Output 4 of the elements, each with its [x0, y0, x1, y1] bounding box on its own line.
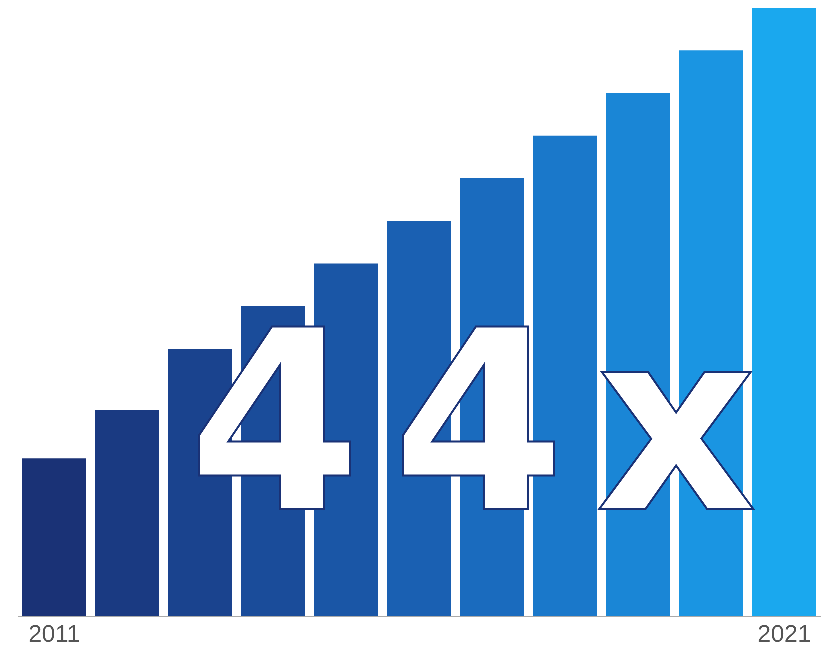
- x-tick-label: 2011: [28, 621, 80, 648]
- x-tick-label: 2021: [758, 621, 812, 648]
- bar: [22, 458, 86, 617]
- bar: [95, 410, 160, 617]
